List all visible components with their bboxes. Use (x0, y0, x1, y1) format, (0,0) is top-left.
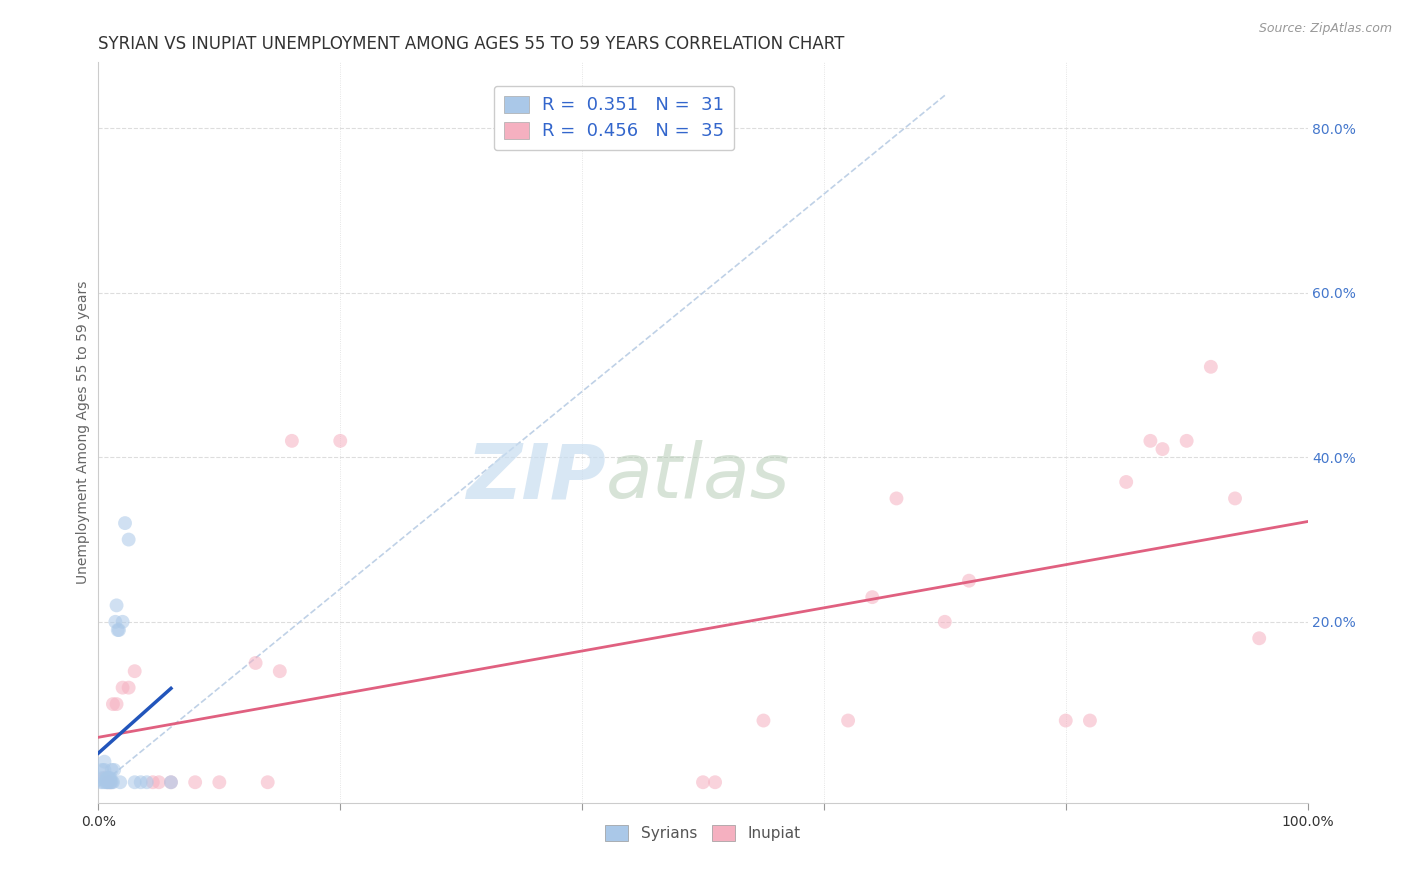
Point (107, 623, 129, 637)
Point (118, 533, 141, 547)
Point (160, 775, 183, 789)
Point (934, 615, 956, 629)
Point (105, 697, 128, 711)
Point (208, 775, 231, 789)
Point (1078, 714, 1101, 728)
Point (160, 775, 183, 789)
Text: SYRIAN VS INUPIAT UNEMPLOYMENT AMONG AGES 55 TO 59 YEARS CORRELATION CHART: SYRIAN VS INUPIAT UNEMPLOYMENT AMONG AGE… (98, 35, 845, 53)
Point (245, 656, 267, 670)
Point (101, 775, 124, 789)
Point (94, 775, 117, 789)
Point (704, 775, 727, 789)
Point (100, 775, 122, 789)
Point (103, 763, 125, 777)
Point (148, 775, 170, 789)
Point (97, 771, 120, 785)
Point (91, 763, 114, 777)
Point (692, 775, 714, 789)
Text: ZIP: ZIP (467, 440, 606, 514)
Point (329, 434, 352, 448)
Point (886, 491, 908, 506)
Point (98, 775, 121, 789)
Legend: Syrians, Inupiat: Syrians, Inupiat (599, 819, 807, 847)
Point (184, 775, 207, 789)
Point (256, 775, 278, 789)
Point (837, 714, 859, 728)
Point (1175, 434, 1198, 448)
Point (91, 771, 114, 785)
Point (96, 775, 118, 789)
Point (100, 775, 122, 789)
Point (111, 681, 134, 695)
Point (118, 681, 141, 695)
Y-axis label: Unemployment Among Ages 55 to 59 years: Unemployment Among Ages 55 to 59 years (76, 281, 90, 584)
Point (90, 775, 112, 789)
Point (108, 775, 131, 789)
Point (93, 763, 115, 777)
Point (124, 775, 146, 789)
Point (1152, 442, 1174, 456)
Point (114, 516, 136, 530)
Point (860, 590, 883, 604)
Point (124, 664, 146, 678)
Point (96, 771, 118, 785)
Point (97, 775, 120, 789)
Point (98, 771, 121, 785)
Point (129, 775, 152, 789)
Point (281, 434, 304, 448)
Point (100, 763, 122, 777)
Point (1115, 475, 1137, 489)
Point (957, 574, 980, 588)
Point (1249, 632, 1271, 646)
Point (104, 615, 127, 629)
Point (91, 775, 114, 789)
Point (1199, 359, 1222, 374)
Point (100, 771, 122, 785)
Point (105, 599, 128, 613)
Text: Source: ZipAtlas.com: Source: ZipAtlas.com (1258, 22, 1392, 36)
Point (93, 771, 115, 785)
Point (93, 755, 115, 769)
Point (135, 775, 157, 789)
Point (108, 623, 131, 637)
Point (1054, 714, 1077, 728)
Point (142, 775, 165, 789)
Point (752, 714, 775, 728)
Point (97, 775, 120, 789)
Point (101, 697, 124, 711)
Point (1223, 491, 1246, 506)
Text: atlas: atlas (606, 440, 790, 514)
Point (100, 775, 122, 789)
Point (269, 664, 291, 678)
Point (1139, 434, 1161, 448)
Point (111, 615, 134, 629)
